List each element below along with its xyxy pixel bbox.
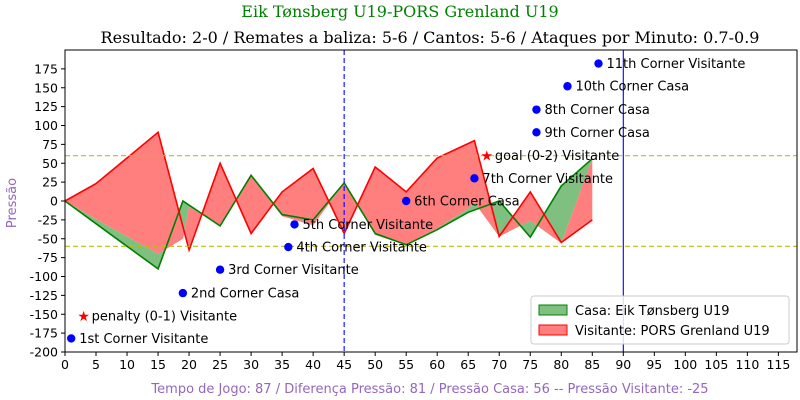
x-tick-label-0: 0 bbox=[61, 357, 69, 372]
event-marker-12 bbox=[594, 59, 603, 68]
legend-swatch-1 bbox=[538, 324, 568, 336]
x-tick-label-6: 30 bbox=[243, 357, 259, 372]
event-label-4: 4th Corner Visitante bbox=[296, 241, 427, 256]
y-tick-label-12: 100 bbox=[34, 118, 58, 133]
event-marker-1: ★ bbox=[77, 309, 90, 325]
event-marker-2 bbox=[178, 288, 188, 298]
event-marker-8: ★ bbox=[481, 149, 494, 165]
y-tick-label-9: 25 bbox=[42, 175, 58, 190]
event-label-1: penalty (0-1) Visitante bbox=[92, 309, 238, 324]
event-label-0: 1st Corner Visitante bbox=[79, 332, 208, 347]
x-tick-label-14: 70 bbox=[491, 357, 507, 372]
event-label-3: 3rd Corner Visitante bbox=[228, 263, 359, 278]
legend-label-0: Casa: Eik Tønsberg U19 bbox=[575, 304, 730, 319]
event-label-8: goal (0-2) Visitante bbox=[495, 149, 619, 164]
x-tick-label-8: 40 bbox=[305, 357, 321, 372]
x-tick-label-17: 85 bbox=[584, 357, 600, 372]
x-tick-label-7: 35 bbox=[274, 357, 290, 372]
event-marker-9 bbox=[532, 128, 541, 137]
event-marker-7 bbox=[470, 174, 479, 183]
x-tick-label-10: 50 bbox=[367, 357, 383, 372]
y-tick-label-6: -50 bbox=[38, 231, 58, 246]
x-tick-label-5: 25 bbox=[212, 357, 228, 372]
x-tick-label-19: 95 bbox=[646, 357, 662, 372]
series-line-1 bbox=[64, 130, 593, 253]
y-tick-label-13: 125 bbox=[34, 99, 58, 114]
x-tick-label-16: 80 bbox=[553, 357, 569, 372]
x-tick-label-22: 110 bbox=[735, 357, 759, 372]
y-tick-label-7: -25 bbox=[38, 212, 58, 227]
event-marker-4 bbox=[284, 242, 293, 252]
event-label-10: 8th Corner Casa bbox=[544, 103, 649, 118]
event-label-2: 2nd Corner Casa bbox=[191, 287, 300, 302]
x-tick-label-9: 45 bbox=[336, 357, 352, 372]
event-marker-0 bbox=[67, 334, 76, 343]
x-tick-label-21: 105 bbox=[704, 357, 728, 372]
y-tick-label-14: 150 bbox=[34, 80, 58, 95]
x-tick-label-3: 15 bbox=[150, 357, 166, 372]
y-tick-label-8: 0 bbox=[50, 194, 58, 209]
y-tick-label-4: -100 bbox=[30, 269, 58, 284]
event-marker-6 bbox=[401, 196, 411, 206]
event-marker-10 bbox=[532, 105, 541, 114]
x-tick-label-2: 10 bbox=[119, 357, 135, 372]
y-tick-label-11: 75 bbox=[42, 137, 58, 152]
y-axis-label: Pressão bbox=[5, 178, 20, 228]
y-tick-label-2: -150 bbox=[30, 307, 58, 322]
x-tick-label-12: 60 bbox=[429, 357, 445, 372]
legend-box bbox=[530, 295, 790, 345]
x-axis-label: Tempo de Jogo: 87 / Diferença Pressão: 8… bbox=[150, 382, 708, 397]
x-tick-label-11: 55 bbox=[398, 357, 414, 372]
x-tick-label-18: 90 bbox=[615, 357, 631, 372]
y-tick-label-0: -200 bbox=[30, 345, 58, 360]
chart-subtitle: Resultado: 2-0 / Remates a baliza: 5-6 /… bbox=[101, 28, 760, 47]
event-label-5: 5th Corner Visitante bbox=[303, 218, 434, 233]
y-tick-label-3: -125 bbox=[30, 288, 58, 303]
legend-label-1: Visitante: PORS Grenland U19 bbox=[575, 324, 770, 339]
legend-swatch-0 bbox=[538, 304, 568, 316]
event-label-6: 6th Corner Casa bbox=[414, 195, 519, 210]
plot-area: 0 5 10 15 20 25 30 35 40 45 50 55 60 65 70 75 80 85 90 95 10… bbox=[30, 49, 798, 372]
series-area-1 bbox=[65, 132, 593, 254]
x-tick-label-23: 115 bbox=[766, 357, 790, 372]
y-tick-label-15: 175 bbox=[34, 61, 58, 76]
y-tick-label-5: -75 bbox=[38, 250, 58, 265]
event-marker-5 bbox=[290, 220, 299, 229]
x-tick-label-15: 75 bbox=[522, 357, 538, 372]
event-label-7: 7th Corner Visitante bbox=[482, 172, 613, 187]
event-label-9: 9th Corner Casa bbox=[544, 126, 649, 141]
event-label-12: 11th Corner Visitante bbox=[606, 57, 745, 72]
y-tick-label-10: 50 bbox=[42, 156, 58, 171]
event-marker-3 bbox=[215, 265, 225, 274]
x-tick-label-20: 100 bbox=[673, 357, 697, 372]
x-tick-label-1: 5 bbox=[92, 357, 100, 372]
x-tick-label-13: 65 bbox=[460, 357, 476, 372]
event-marker-11 bbox=[563, 82, 572, 91]
event-label-11: 10th Corner Casa bbox=[575, 80, 689, 95]
x-tick-label-4: 20 bbox=[181, 357, 197, 372]
y-tick-label-1: -175 bbox=[30, 326, 58, 341]
chart-title: Eik Tønsberg U19-PORS Grenland U19 bbox=[241, 2, 558, 21]
